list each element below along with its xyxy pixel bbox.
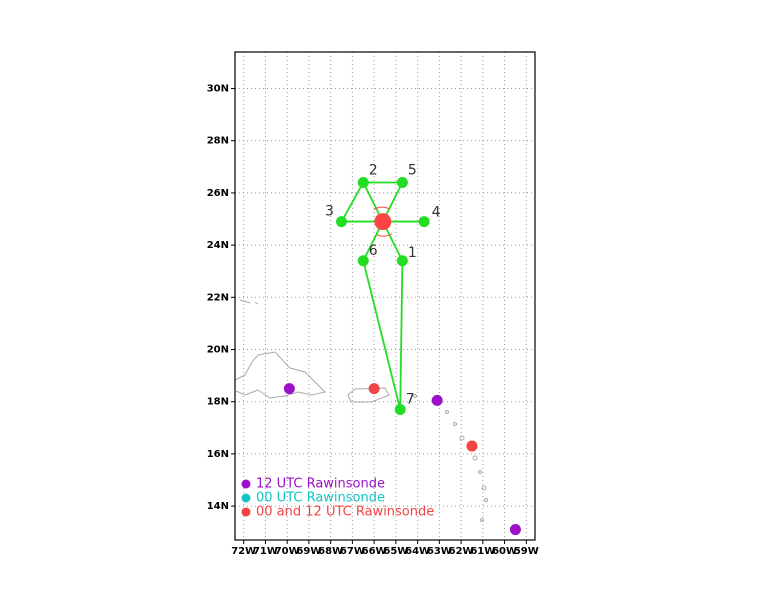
dropsonde-label: 3 [325,204,334,220]
rawinsonde [466,440,478,452]
dropsonde-label: 7 [406,392,415,408]
lesser-antilles [413,394,488,522]
track-segment [399,260,404,410]
rawinsonde [283,383,295,395]
x-tick-label: 64W [405,546,430,557]
storm-center [374,213,392,231]
x-tick-label: 67W [340,546,365,557]
dropsonde-label: 2 [369,162,378,178]
y-tick-label: 16N [207,449,229,460]
y-tick-label: 26N [207,188,229,199]
dropsonde [396,176,408,188]
track-segment [340,182,365,223]
grid [231,52,535,544]
dropsonde [394,404,406,416]
dropsonde [357,255,369,267]
dropsonde-label: 1 [408,245,417,261]
rawinsonde [509,524,521,536]
dropsonde [396,255,408,267]
y-tick-label: 14N [207,501,229,512]
legend-label: 00 UTC Rawinsonde [256,491,385,506]
x-tick-label: 60W [492,546,517,557]
plot-layer: 1 2 3 4 5 6 7 [283,162,521,536]
small-island [239,299,259,305]
y-tick-label: 20N [207,344,229,355]
x-tick-label: 66W [362,546,387,557]
y-tick-label: 24N [207,240,229,251]
storm-symbol [373,206,393,237]
dropsonde-label: 5 [408,162,417,178]
x-tick-label: 72W [231,546,256,557]
x-tick-label: 68W [318,546,343,557]
rawinsonde [368,383,380,395]
legend-label: 12 UTC Rawinsonde [256,477,385,492]
y-tick-label: 18N [207,397,229,408]
x-tick-label: 61W [470,546,495,557]
puerto-rico [347,387,390,403]
x-tick-label: 70W [275,546,300,557]
hispaniola [234,351,326,399]
y-tick-label: 22N [207,292,229,303]
dropsonde [418,216,430,228]
legend-marker [241,479,251,489]
dropsonde [357,176,369,188]
legend-label: 00 and 12 UTC Rawinsonde [256,505,434,520]
y-tick-label: 30N [207,84,229,95]
dropsonde-label: 4 [432,205,441,221]
x-tick-label: 62W [449,546,474,557]
y-tick-label: 28N [207,136,229,147]
x-tick-label: 65W [383,546,408,557]
map-frame [234,51,536,541]
coastlines [234,299,488,522]
x-tick-label: 69W [296,546,321,557]
rawinsonde [431,394,443,406]
x-tick-label: 71W [253,546,278,557]
legend-marker [241,493,251,503]
legend-marker [241,507,251,517]
x-tick-label: 59W [514,546,539,557]
track-segment [362,260,402,410]
dropsonde [336,216,348,228]
dropsonde-label: 6 [369,243,378,259]
x-tick-label: 63W [427,546,452,557]
